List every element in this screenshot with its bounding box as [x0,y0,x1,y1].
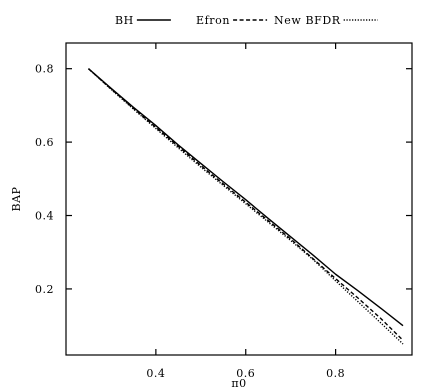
series-line-new-bfdr [87,68,404,345]
axis-ticks [66,43,412,355]
x-tick-label: 0.8 [326,367,345,380]
legend: BH Efron New BFDR [115,14,378,27]
legend-label: New BFDR [274,14,341,27]
y-tick-label: 0.4 [35,210,54,223]
y-axis-label: BAP [10,186,23,211]
legend-label: Efron [196,14,230,27]
tick-labels: 0.4 0.6 0.8 0.2 0.4 0.6 0.8 [35,63,345,380]
series-layer [87,68,404,345]
x-tick-label: 0.6 [236,367,255,380]
series-line-bh [88,68,404,327]
y-tick-label: 0.6 [35,136,54,149]
x-tick-label: 0.4 [146,367,165,380]
y-tick-label: 0.2 [35,283,54,296]
legend-label: BH [115,14,134,27]
plot-frame [65,42,413,356]
x-axis-label: π0 [231,377,246,387]
y-tick-label: 0.8 [35,63,54,76]
